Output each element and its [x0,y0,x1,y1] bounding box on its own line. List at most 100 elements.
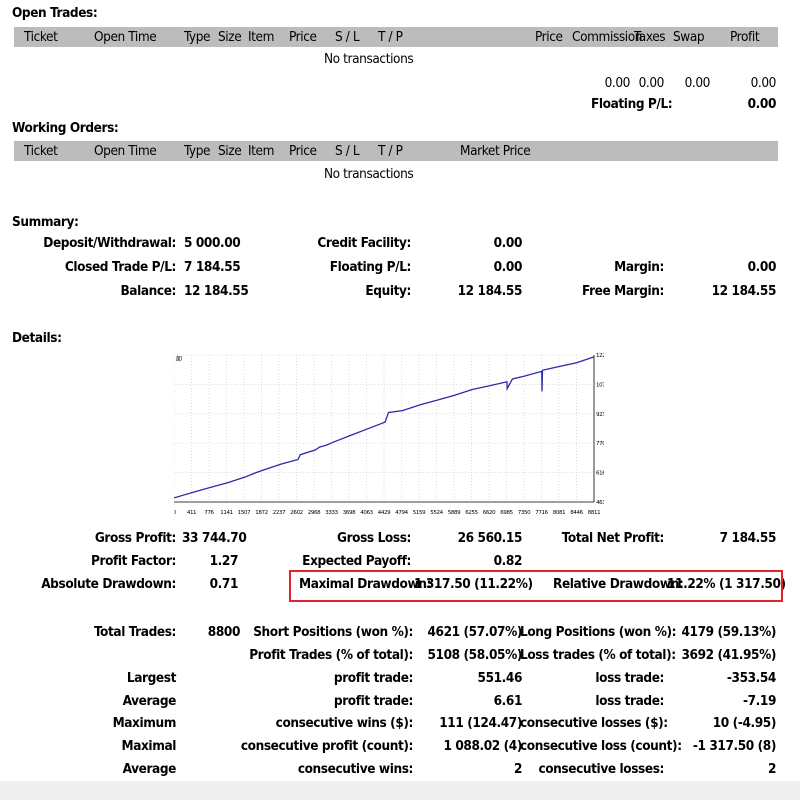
total-trades-label: Total Trades: [93,624,176,640]
x-tick-label: 6985 [500,510,513,516]
x-tick-label: 7716 [535,510,548,516]
open-trades-empty: No transactions [324,51,414,67]
row-avg-consec-mid: consecutive wins: [297,761,414,777]
y-tick-label: 12299 [596,353,604,359]
x-tick-label: 5524 [430,510,443,516]
gross-loss-value: 26 560.15 [457,530,523,546]
open-floating-value: 0.00 [747,96,777,112]
y-tick-label: 4636 [596,500,604,506]
relative-drawdown-label: Relative Drawdown: [553,576,684,592]
col-item[interactable]: Item [248,29,275,45]
col-size[interactable]: Size [218,29,242,45]
expected-payoff-value: 0.82 [493,553,523,569]
col-sl[interactable]: S / L [335,29,360,45]
col-ticket[interactable]: Ticket [24,29,58,45]
row-maximal-mid: consecutive profit (count): [240,738,414,754]
closed-pl-value: 7 184.55 [184,259,241,275]
open-trades-title: Open Trades: [12,5,98,21]
equity-label: Equity: [365,283,411,299]
row-largest-left: Largest [126,670,177,686]
summary-title: Summary: [12,214,79,230]
row-largest-mid: profit trade: [333,670,413,686]
row-average-right: loss trade: [595,693,664,709]
summary-floating-label: Floating P/L: [329,259,412,275]
col-type[interactable]: Type [184,143,211,159]
col-swap[interactable]: Swap [673,29,705,45]
col-open-time[interactable]: Open Time [94,143,157,159]
closed-pl-label: Closed Trade P/L: [64,259,176,275]
x-tick-label: 0 [174,510,176,516]
col-tp[interactable]: T / P [378,29,403,45]
y-tick-label: 7701 [596,441,604,447]
col-tp[interactable]: T / P [378,143,403,159]
row-average-right-value: -7.19 [742,693,776,709]
gross-loss-label: Gross Loss: [337,530,411,546]
x-tick-label: 3698 [343,510,356,516]
chart-background [174,351,604,519]
x-tick-label: 776 [204,510,214,516]
col-price-2[interactable]: Price [535,29,563,45]
short-positions-value: 4621 (57.07%) [427,624,522,640]
row-maximal-right-value: -1 317.50 (8) [692,738,777,754]
x-tick-label: 8446 [570,510,583,516]
col-item[interactable]: Item [248,143,275,159]
row-avg-consec-mid-value: 2 [513,761,522,777]
row-largest-right: loss trade: [595,670,664,686]
row-avg-consec-right-value: 2 [767,761,776,777]
profit-factor-label: Profit Factor: [90,553,176,569]
x-tick-label: 6255 [465,510,478,516]
long-positions-value: 4179 (59.13%) [681,624,776,640]
x-tick-label: 1507 [238,510,251,516]
x-tick-label: 2602 [290,510,302,516]
summary-floating-value: 0.00 [493,259,523,275]
gross-profit-label: Gross Profit: [94,530,177,546]
x-tick-labels: 0 411 776 1141 1507 1872 2237 2602 2968 3333 3698 4… [174,510,601,516]
absolute-drawdown-value: 0.71 [209,576,239,592]
x-tick-label: 5159 [413,510,426,516]
margin-label: Margin: [614,259,664,275]
relative-drawdown-value: 11.22% (1 317.50) [667,576,786,592]
equity-value: 12 184.55 [457,283,523,299]
col-sl[interactable]: S / L [335,143,360,159]
gross-profit-value: 33 744.70 [182,530,247,546]
maximal-drawdown-label: Maximal Drawdown: [299,576,431,592]
col-commission[interactable]: Commission [572,29,643,45]
col-price[interactable]: Price [289,143,317,159]
chart-corner-label: 卹 [176,355,182,363]
credit-value: 0.00 [493,235,523,251]
x-tick-label: 5889 [448,510,461,516]
col-open-time[interactable]: Open Time [94,29,157,45]
row-maximum-mid-value: 111 (124.47) [439,715,522,731]
total-net-profit-label: Total Net Profit: [561,530,665,546]
absolute-drawdown-label: Absolute Drawdown: [41,576,176,592]
x-tick-label: 2237 [273,510,286,516]
col-market-price[interactable]: Market Price [460,143,531,159]
row-avg-consec-right: consecutive losses: [538,761,664,777]
drawdown-highlight-box [289,570,783,602]
col-size[interactable]: Size [218,143,242,159]
balance-value: 12 184.55 [184,283,249,299]
row-maximum-left: Maximum [112,715,177,731]
row-avg-consec-left: Average [122,761,177,777]
loss-trades-label: Loss trades (% of total): [520,647,676,663]
free-margin-value: 12 184.55 [711,283,777,299]
y-tick-labels: 12299 10766 9234 7701 6169 4636 [596,353,604,506]
col-taxes[interactable]: Taxes [634,29,666,45]
x-tick-label: 7350 [518,510,531,516]
col-type[interactable]: Type [184,29,211,45]
row-average-left: Average [122,693,177,709]
working-orders-title: Working Orders: [12,120,119,136]
col-ticket[interactable]: Ticket [24,143,58,159]
x-tick-label: 6620 [483,510,496,516]
profit-trades-label: Profit Trades (% of total): [249,647,413,663]
col-price[interactable]: Price [289,29,317,45]
open-floating-label: Floating P/L: [591,96,673,112]
loss-trades-value: 3692 (41.95%) [681,647,776,663]
x-tick-label: 8811 [588,510,600,516]
profit-factor-value: 1.27 [209,553,239,569]
col-profit[interactable]: Profit [730,29,760,45]
row-average-mid-value: 6.61 [493,693,523,709]
total-trades-value: 8800 [207,624,241,640]
row-maximal-mid-value: 1 088.02 (4) [443,738,522,754]
bottom-scroll-bar[interactable] [0,781,800,800]
